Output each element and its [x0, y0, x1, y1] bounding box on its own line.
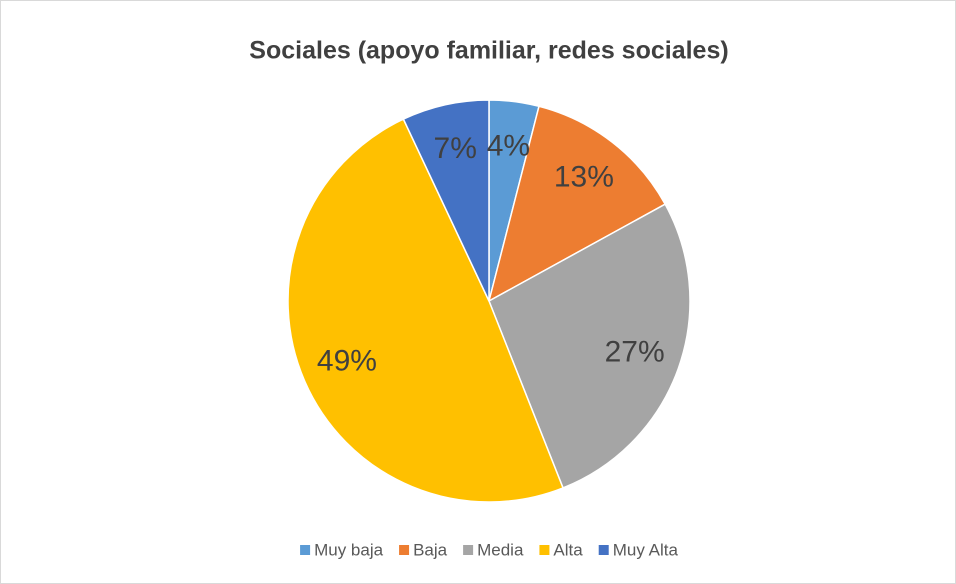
- pie-slice: [287, 118, 564, 503]
- legend-label: Alta: [553, 540, 583, 559]
- pie-slice: [488, 203, 691, 489]
- legend-label: Media: [477, 540, 524, 559]
- data-label: 49%: [317, 344, 377, 377]
- pie-slice: [402, 99, 490, 302]
- legend-swatch: [399, 545, 410, 555]
- pie-slice: [487, 105, 667, 303]
- data-label: 7%: [434, 132, 477, 165]
- legend-label: Muy Alta: [613, 540, 679, 559]
- legend-swatch: [463, 545, 474, 555]
- data-label: 13%: [554, 161, 614, 194]
- legend-swatch: [300, 545, 311, 555]
- legend-label: Muy baja: [314, 540, 384, 559]
- legend-swatch: [598, 545, 609, 555]
- data-label: 4%: [487, 129, 530, 162]
- data-label: 27%: [605, 335, 665, 368]
- chart-title: Sociales (apoyo familiar, redes sociales…: [249, 37, 728, 65]
- legend-label: Baja: [413, 540, 448, 559]
- legend-swatch: [539, 545, 550, 555]
